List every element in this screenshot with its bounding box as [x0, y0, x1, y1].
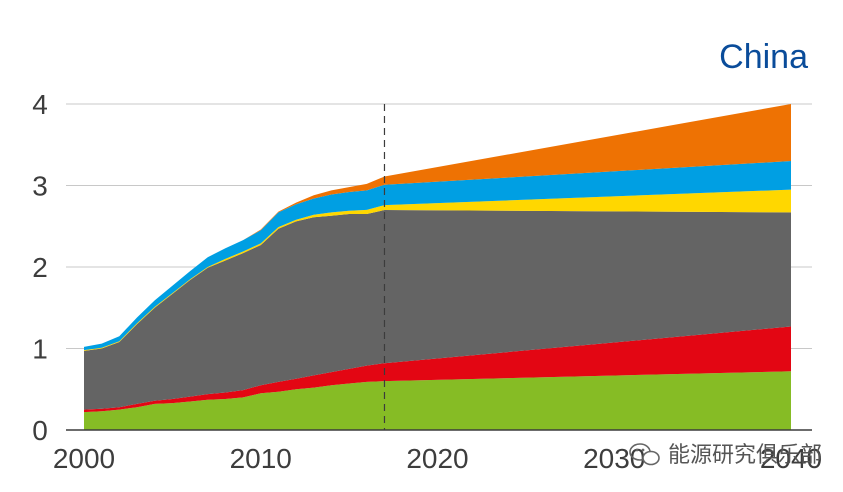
y-tick-label-4: 4 [32, 89, 48, 120]
wechat-icon [629, 443, 660, 466]
y-tick-label-1: 1 [32, 334, 48, 365]
x-tick-label-2000: 2000 [53, 443, 115, 474]
y-tick-label-0: 0 [32, 415, 48, 446]
axes: 0 1 2 3 4 2000 2010 2020 2030 2040 [32, 89, 822, 474]
watermark-text: 能源研究俱乐部 [668, 443, 822, 468]
area-series-2 [84, 326, 791, 413]
area-series-1 [84, 371, 791, 430]
area-series-6 [84, 104, 791, 347]
y-tick-label-3: 3 [32, 171, 48, 202]
area-series-5 [84, 161, 791, 351]
chart-title: China [719, 38, 808, 76]
x-tick-label-2040: 2040 [760, 443, 822, 474]
x-tick-label-2020: 2020 [406, 443, 468, 474]
y-tick-label-2: 2 [32, 252, 48, 283]
area-series-4 [84, 189, 791, 351]
area-series [84, 104, 791, 430]
area-series-3 [84, 210, 791, 410]
x-tick-label-2010: 2010 [230, 443, 292, 474]
x-tick-label-2030: 2030 [583, 443, 645, 474]
